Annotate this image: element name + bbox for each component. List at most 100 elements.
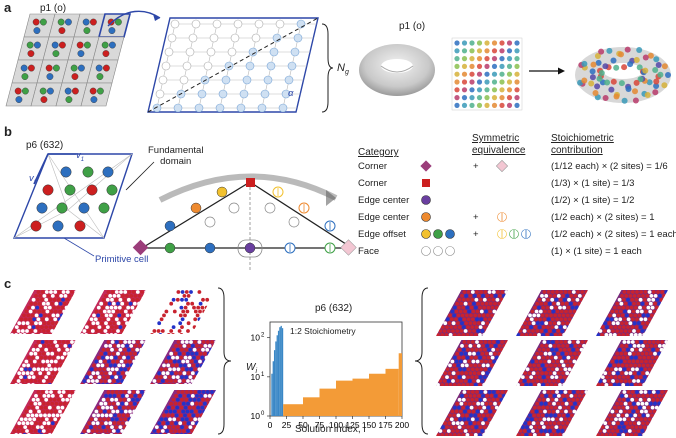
lattice-site xyxy=(63,344,68,348)
grid-point xyxy=(469,95,475,101)
lattice-site xyxy=(542,367,547,372)
lattice-site xyxy=(170,413,175,418)
lattice-site xyxy=(496,359,501,364)
lattice-site xyxy=(521,298,525,302)
lattice-site xyxy=(597,390,601,394)
lattice-site xyxy=(125,371,129,376)
lattice-site xyxy=(156,356,160,360)
lattice-site xyxy=(180,297,184,302)
lattice-site xyxy=(504,317,508,322)
atom xyxy=(21,73,29,80)
lattice-site xyxy=(571,367,576,372)
lattice-site xyxy=(192,333,196,334)
lattice-site xyxy=(22,363,26,368)
lattice-site xyxy=(493,351,497,356)
lattice-site xyxy=(198,429,203,433)
lattice-site xyxy=(155,314,159,318)
lattice-site xyxy=(114,297,119,302)
lattice-site xyxy=(516,433,520,436)
lattice-site xyxy=(111,379,116,383)
lattice-site xyxy=(177,379,182,383)
atom xyxy=(96,73,104,80)
lattice-site xyxy=(523,394,527,398)
lattice-site xyxy=(150,321,154,325)
lattice-site xyxy=(553,383,558,386)
y-tick-label: 10 xyxy=(251,372,261,382)
torus-with-points xyxy=(575,46,671,104)
lattice-site xyxy=(635,340,639,344)
lattice-site xyxy=(479,390,484,394)
lattice-site xyxy=(555,340,559,344)
lattice-site xyxy=(624,363,629,368)
lattice-site xyxy=(568,409,573,414)
lattice-site xyxy=(181,309,186,314)
lattice-site xyxy=(128,329,133,333)
lattice-site xyxy=(150,294,154,298)
lattice-site xyxy=(574,305,579,310)
lattice-site xyxy=(177,409,181,414)
lattice-site xyxy=(480,351,485,356)
lattice-site xyxy=(59,344,64,348)
lattice-site xyxy=(509,340,513,344)
torus-point xyxy=(581,60,588,67)
lattice-site xyxy=(91,340,95,344)
lattice-site xyxy=(111,409,116,414)
lattice-site xyxy=(181,351,186,356)
lattice-site xyxy=(137,371,142,376)
lattice-site xyxy=(41,379,46,383)
lattice-site xyxy=(130,333,135,334)
lattice-site xyxy=(169,321,174,326)
lattice-site xyxy=(506,371,508,376)
lattice-site xyxy=(618,309,623,314)
lattice-site xyxy=(612,433,617,436)
lattice-site xyxy=(540,313,545,318)
lattice-site xyxy=(123,417,128,422)
lattice-site xyxy=(49,409,54,414)
lattice-site xyxy=(79,290,83,294)
lattice-site xyxy=(176,390,181,394)
lattice-site xyxy=(524,433,529,436)
lattice-site xyxy=(173,351,178,356)
lattice-site xyxy=(161,390,165,394)
lattice-site xyxy=(132,379,137,383)
lattice-site xyxy=(210,409,215,414)
lattice-site xyxy=(497,321,502,326)
lattice-site xyxy=(180,347,184,352)
lattice-site xyxy=(572,409,577,414)
lattice-site xyxy=(143,297,146,302)
lattice-site xyxy=(466,417,471,422)
lattice-site xyxy=(209,425,214,429)
lattice-site xyxy=(190,321,195,326)
lattice-site xyxy=(478,425,483,429)
lattice-site xyxy=(642,297,647,302)
lattice-site xyxy=(534,409,539,414)
lattice-site xyxy=(665,359,668,364)
lattice-site xyxy=(97,325,102,329)
lattice-site xyxy=(74,367,76,372)
lattice-site xyxy=(586,313,588,318)
lattice-site xyxy=(618,317,623,322)
lattice-site xyxy=(475,309,480,314)
lattice-site xyxy=(503,355,508,360)
lattice-site xyxy=(186,344,191,348)
lattice-site xyxy=(485,413,490,418)
lattice-site xyxy=(537,325,542,329)
lattice-site xyxy=(138,333,143,334)
lattice-site xyxy=(205,425,210,429)
lattice-site xyxy=(485,344,490,348)
lattice-site xyxy=(190,401,195,406)
lattice-site xyxy=(494,383,499,386)
lattice-site xyxy=(546,417,551,422)
lattice-site xyxy=(577,294,582,298)
lattice-site xyxy=(199,363,204,368)
lattice-site xyxy=(137,351,141,356)
lattice-site xyxy=(147,414,151,418)
lattice-site xyxy=(655,297,660,302)
lattice-site xyxy=(235,298,239,302)
lattice-site xyxy=(112,321,117,326)
lattice-site xyxy=(653,371,658,376)
lattice-site xyxy=(583,397,588,402)
lattice-site xyxy=(123,367,128,372)
lattice-site xyxy=(64,433,69,434)
grid-point xyxy=(491,95,498,101)
